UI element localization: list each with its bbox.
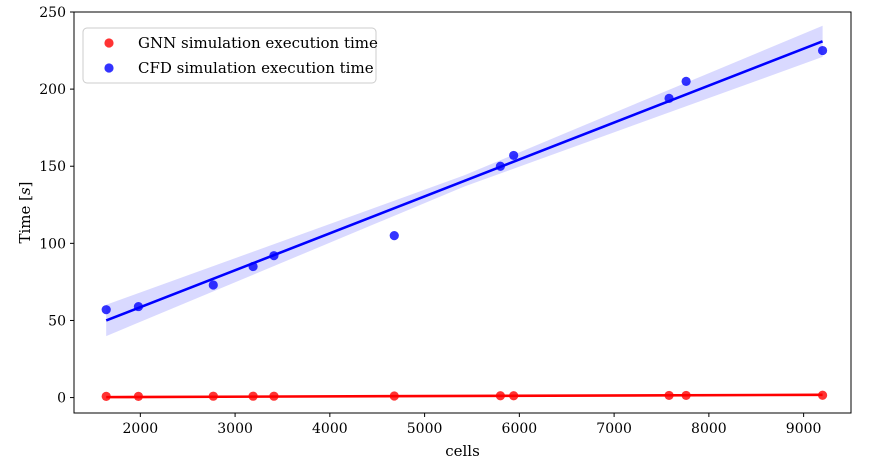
x-axis-label: cells bbox=[445, 442, 480, 460]
fit-line-0 bbox=[106, 393, 823, 399]
y-axis-ticks: 0 50 100 150 200 250 bbox=[39, 5, 74, 407]
data-point bbox=[681, 390, 691, 401]
x-tick-label: 7000 bbox=[596, 421, 632, 437]
data-point bbox=[817, 45, 828, 56]
data-point bbox=[133, 391, 144, 401]
data-point bbox=[509, 391, 519, 401]
data-point bbox=[248, 391, 258, 401]
data-point bbox=[208, 280, 218, 290]
x-tick-label: 2000 bbox=[123, 421, 159, 437]
regression-lines bbox=[105, 40, 824, 399]
y-tick-label: 250 bbox=[39, 5, 66, 21]
data-point bbox=[509, 150, 519, 161]
data-point bbox=[389, 231, 399, 241]
data-point bbox=[495, 161, 506, 171]
legend-label: CFD simulation execution time bbox=[138, 59, 374, 77]
y-tick-label: 200 bbox=[39, 82, 66, 98]
x-tick-label: 9000 bbox=[786, 421, 822, 437]
x-tick-label: 6000 bbox=[502, 421, 538, 437]
x-tick-label: 4000 bbox=[312, 421, 348, 437]
plot-frame bbox=[73, 11, 852, 414]
data-point bbox=[133, 301, 144, 312]
legend: GNN simulation execution time CFD simulat… bbox=[82, 27, 378, 84]
y-tick-label: 50 bbox=[48, 313, 66, 329]
data-point bbox=[681, 76, 691, 87]
data-point bbox=[269, 391, 279, 401]
y-tick-label: 150 bbox=[39, 159, 66, 175]
legend-marker bbox=[104, 38, 114, 48]
y-axis-label: Time [s] bbox=[16, 181, 34, 243]
legend-marker bbox=[104, 63, 114, 73]
data-point bbox=[389, 391, 399, 401]
data-point bbox=[101, 391, 111, 401]
data-points bbox=[101, 45, 828, 401]
y-tick-label: 100 bbox=[39, 236, 66, 252]
legend-label: GNN simulation execution time bbox=[138, 34, 378, 52]
x-tick-label: 8000 bbox=[691, 421, 727, 437]
data-point bbox=[269, 251, 279, 261]
x-tick-label: 5000 bbox=[407, 421, 443, 437]
fit-line-1 bbox=[105, 40, 824, 322]
legend-box bbox=[82, 27, 377, 84]
data-point bbox=[208, 391, 218, 401]
x-axis-ticks: 2000 3000 4000 5000 6000 7000 8000 9000 bbox=[123, 413, 822, 437]
data-point bbox=[664, 390, 674, 401]
data-point bbox=[664, 93, 674, 103]
data-point bbox=[817, 390, 828, 400]
x-tick-label: 3000 bbox=[217, 421, 253, 437]
data-point bbox=[495, 391, 506, 401]
y-tick-label: 0 bbox=[57, 391, 66, 407]
data-point bbox=[248, 261, 258, 272]
data-point bbox=[101, 305, 111, 315]
